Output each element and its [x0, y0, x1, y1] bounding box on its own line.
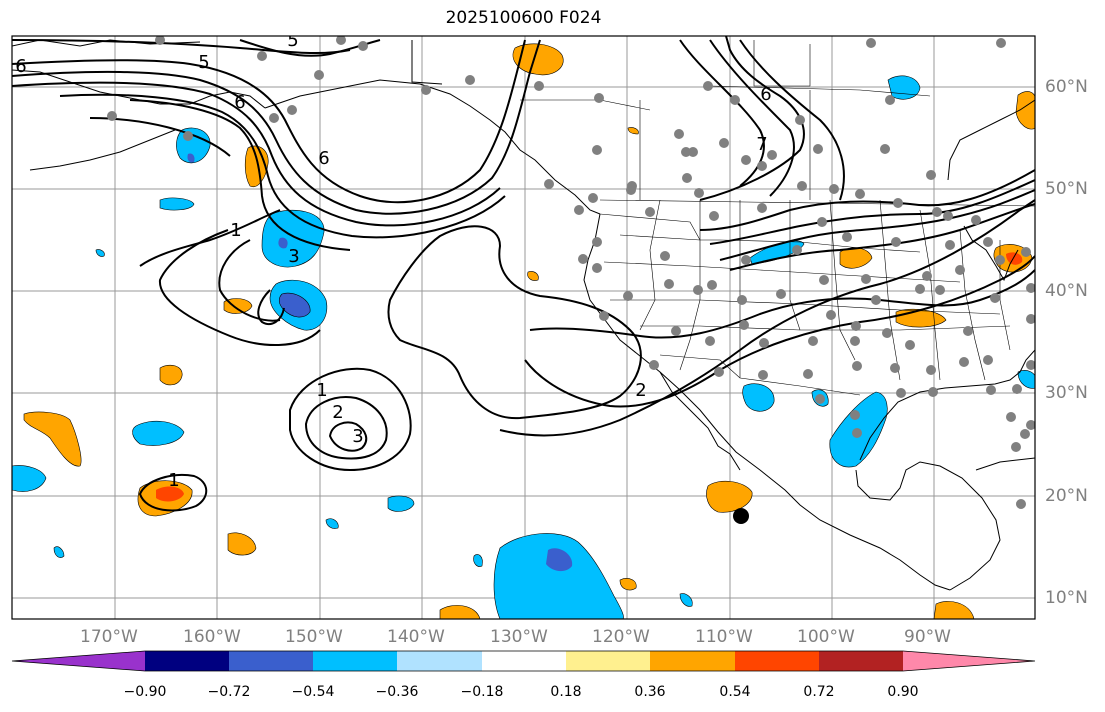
longitude-label: 100°W	[797, 627, 855, 647]
contour-label: 3	[288, 246, 299, 267]
colorbar-tick-label: −0.72	[207, 684, 251, 700]
colorbar-segment	[482, 651, 566, 671]
colorbar-segment	[566, 651, 650, 671]
colorbar-tick-label: 0.18	[550, 684, 582, 700]
station-dots	[107, 36, 1035, 509]
longitude-label: 90°W	[904, 627, 951, 647]
contour-label: 1	[168, 470, 179, 491]
colorbar-segment	[735, 651, 819, 671]
contour-lines	[12, 36, 1035, 512]
colorbar-tick-label: 0.54	[719, 684, 751, 700]
longitude-label: 130°W	[490, 627, 548, 647]
colorbar-tick-label: 0.72	[803, 684, 835, 700]
contour-label: 6	[318, 148, 329, 169]
colorbar-segment	[397, 651, 482, 671]
longitude-label: 170°W	[80, 627, 138, 647]
colorbar-extend-low	[12, 651, 145, 671]
colorbar-tick-label: 0.90	[887, 684, 919, 700]
colorbar-segment	[819, 651, 903, 671]
colorbar-tick-label: −0.18	[460, 684, 504, 700]
map-frame	[11, 35, 1036, 620]
longitude-label: 120°W	[592, 627, 650, 647]
colorbar-outline	[11, 650, 1036, 672]
colorbar-tick-label: −0.90	[123, 684, 167, 700]
contour-label: 2	[635, 380, 646, 401]
contour-label: 5	[287, 30, 298, 51]
grid-lines	[12, 36, 1035, 619]
longitude-label: 140°W	[387, 627, 445, 647]
longitude-label: 160°W	[183, 627, 241, 647]
latitude-label: 60°N	[1045, 77, 1088, 97]
contour-label: 6	[15, 56, 26, 77]
contour-label: 1	[230, 220, 241, 241]
latitude-label: 20°N	[1045, 486, 1088, 506]
contour-label: 6	[760, 84, 771, 105]
contour-label: 5	[198, 52, 209, 73]
colorbar-segment	[650, 651, 735, 671]
colorbar-tick-label: −0.36	[375, 684, 419, 700]
contour-label-group: 6 5 5 6 1 3 6 1 2 3 1 2 7 6	[15, 30, 771, 491]
contour-label: 1	[316, 380, 327, 401]
coastlines	[12, 39, 1035, 591]
contour-label: 7	[756, 134, 767, 155]
colorbar-tick-label: 0.36	[634, 684, 666, 700]
colorbar-extend-high	[903, 651, 1035, 671]
latitude-label: 30°N	[1045, 383, 1088, 403]
colorbar-segment	[313, 651, 397, 671]
map-title: 2025100600 F024	[445, 8, 602, 28]
contour-label: 2	[332, 402, 343, 423]
colorbar-segment	[145, 651, 229, 671]
latitude-label: 50°N	[1045, 179, 1088, 199]
colorbar-tick-label: −0.54	[291, 684, 335, 700]
marker-dot	[733, 508, 749, 524]
latitude-label: 10°N	[1045, 588, 1088, 608]
colorbar-segment	[229, 651, 313, 671]
contour-label: 3	[352, 426, 363, 447]
longitude-label: 150°W	[285, 627, 343, 647]
political-borders	[520, 40, 1035, 396]
longitude-label: 110°W	[695, 627, 753, 647]
colorbar	[11, 650, 1036, 672]
latitude-label: 40°N	[1045, 281, 1088, 301]
contour-label: 6	[234, 92, 245, 113]
